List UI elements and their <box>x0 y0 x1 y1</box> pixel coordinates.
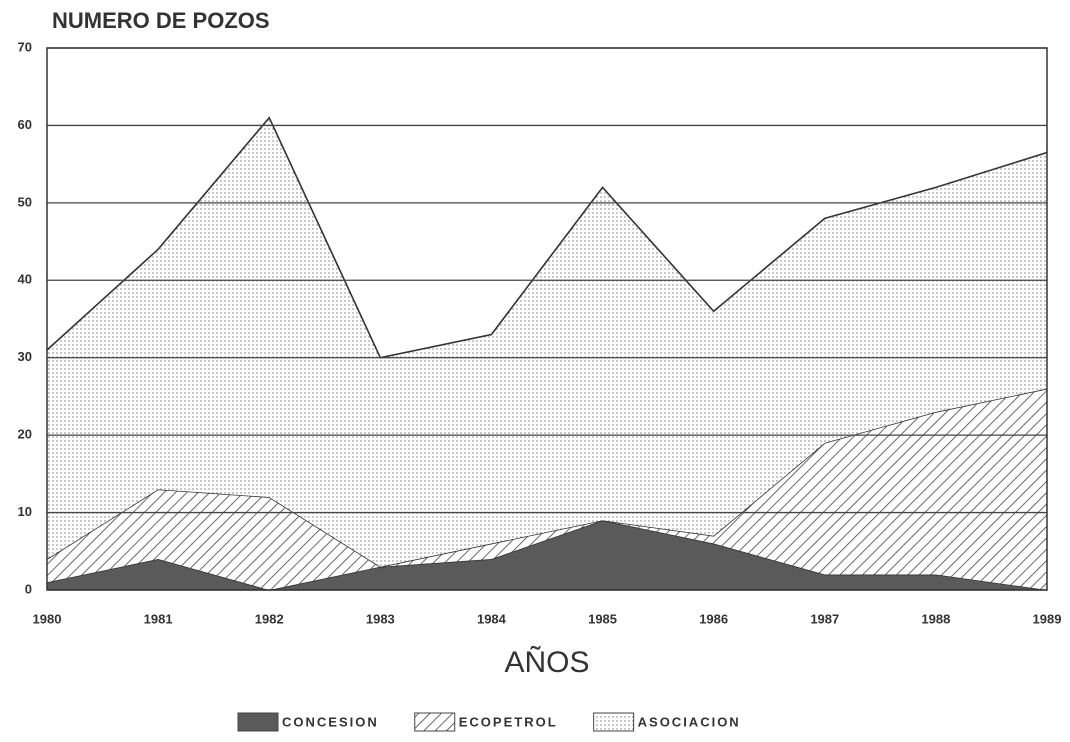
plot-frame <box>46 47 1048 591</box>
legend-swatch <box>414 712 456 732</box>
chart-title: NUMERO DE POZOS <box>52 8 270 33</box>
y-tick-label: 70 <box>18 39 32 54</box>
y-tick-label: 20 <box>18 427 32 442</box>
x-axis-title: AÑOS <box>504 645 589 679</box>
legend-swatch <box>237 712 279 732</box>
y-tick-label: 50 <box>18 194 32 209</box>
legend-swatch <box>593 712 635 732</box>
x-tick-label: 1981 <box>144 611 173 626</box>
x-tick-label: 1987 <box>810 611 839 626</box>
y-tick-label: 60 <box>18 117 32 132</box>
legend-label: ECOPETROL <box>459 714 558 729</box>
x-tick-label: 1980 <box>33 611 62 626</box>
y-tick-label: 30 <box>18 349 32 364</box>
y-tick-label: 40 <box>18 272 32 287</box>
x-tick-label: 1986 <box>699 611 728 626</box>
x-tick-label: 1988 <box>921 611 950 626</box>
y-tick-label: 0 <box>25 581 32 596</box>
y-tick-label: 10 <box>18 504 32 519</box>
x-tick-label: 1984 <box>477 611 507 626</box>
x-tick-label: 1989 <box>1033 611 1062 626</box>
area <box>47 117 1047 567</box>
x-tick-label: 1985 <box>588 611 617 626</box>
legend-label: ASOCIACION <box>638 714 741 729</box>
x-tick-label: 1982 <box>255 611 284 626</box>
area <box>47 520 1047 590</box>
legend-label: CONCESION <box>282 714 379 729</box>
x-tick-label: 1983 <box>366 611 395 626</box>
area <box>47 388 1047 590</box>
